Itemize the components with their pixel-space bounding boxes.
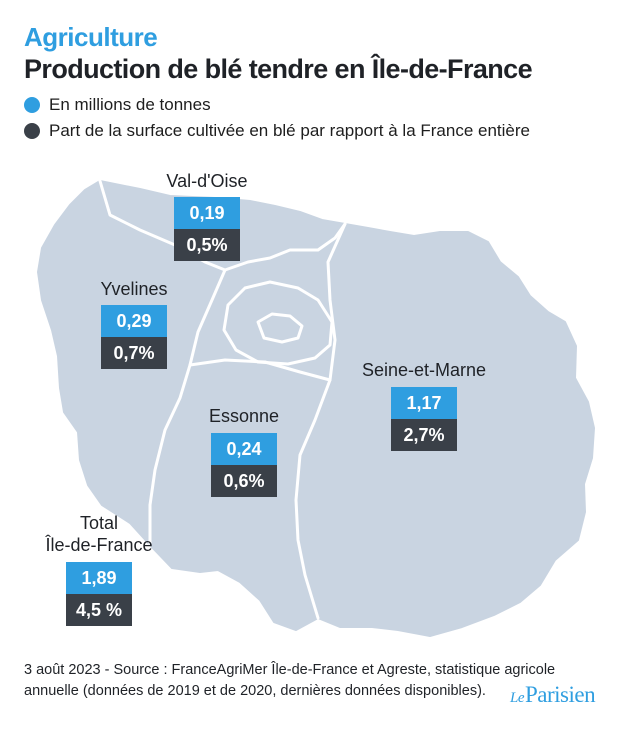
department-boundaries xyxy=(98,179,347,620)
legend-item-share: Part de la surface cultivée en blé par r… xyxy=(24,118,530,144)
boundary-yvelines-east xyxy=(148,268,227,547)
department-name: Yvelines xyxy=(100,279,168,299)
department-name: Seine-et-Marne xyxy=(361,360,487,380)
production-value: 0,29 xyxy=(101,305,167,337)
legend: En millions de tonnes Part de la surface… xyxy=(24,92,530,144)
dark-dot-icon xyxy=(24,123,40,139)
share-value: 0,7% xyxy=(101,337,167,369)
boundary-valdoise-south xyxy=(98,179,347,272)
region-outline xyxy=(37,180,595,637)
logo-name: Parisien xyxy=(525,682,596,707)
paris-outline xyxy=(256,312,304,344)
le-parisien-logo: LeParisien xyxy=(510,682,596,708)
logo-prefix: Le xyxy=(510,690,525,706)
total-ile-de-france: Total Île-de-France 1,89 4,5 % xyxy=(34,512,164,626)
production-value: 0,24 xyxy=(211,433,277,465)
share-value: 2,7% xyxy=(391,419,457,451)
legend-label-share: Part de la surface cultivée en blé par r… xyxy=(49,121,530,140)
department-val-doise: Val-d'Oise 0,19 0,5% xyxy=(165,170,249,261)
legend-item-production: En millions de tonnes xyxy=(24,92,530,118)
production-value: 0,19 xyxy=(174,197,240,229)
department-essonne: Essonne 0,24 0,6% xyxy=(204,405,284,497)
department-seine-et-marne: Seine-et-Marne 1,17 2,7% xyxy=(358,359,490,451)
section-kicker: Agriculture xyxy=(24,22,158,52)
legend-label-production: En millions de tonnes xyxy=(49,95,211,114)
total-label-line2: Île-de-France xyxy=(45,535,153,555)
share-value: 4,5 % xyxy=(66,594,132,626)
share-value: 0,5% xyxy=(174,229,240,261)
total-label-line1: Total xyxy=(79,513,119,533)
source-line-2: annuelle (données de 2019 et de 2020, de… xyxy=(24,683,486,699)
department-name: Essonne xyxy=(208,406,280,426)
department-yvelines: Yvelines 0,29 0,7% xyxy=(96,278,172,369)
source-line-1: 3 août 2023 - Source : FranceAgriMer Île… xyxy=(24,662,556,678)
petite-couronne-outline xyxy=(222,280,334,366)
source-note: 3 août 2023 - Source : FranceAgriMer Île… xyxy=(24,660,584,702)
production-value: 1,89 xyxy=(66,562,132,594)
page-title: Production de blé tendre en Île-de-Franc… xyxy=(24,54,533,84)
boundary-seine-et-marne-west xyxy=(294,222,347,620)
share-value: 0,6% xyxy=(211,465,277,497)
production-value: 1,17 xyxy=(391,387,457,419)
department-name: Val-d'Oise xyxy=(166,171,248,191)
blue-dot-icon xyxy=(24,97,40,113)
